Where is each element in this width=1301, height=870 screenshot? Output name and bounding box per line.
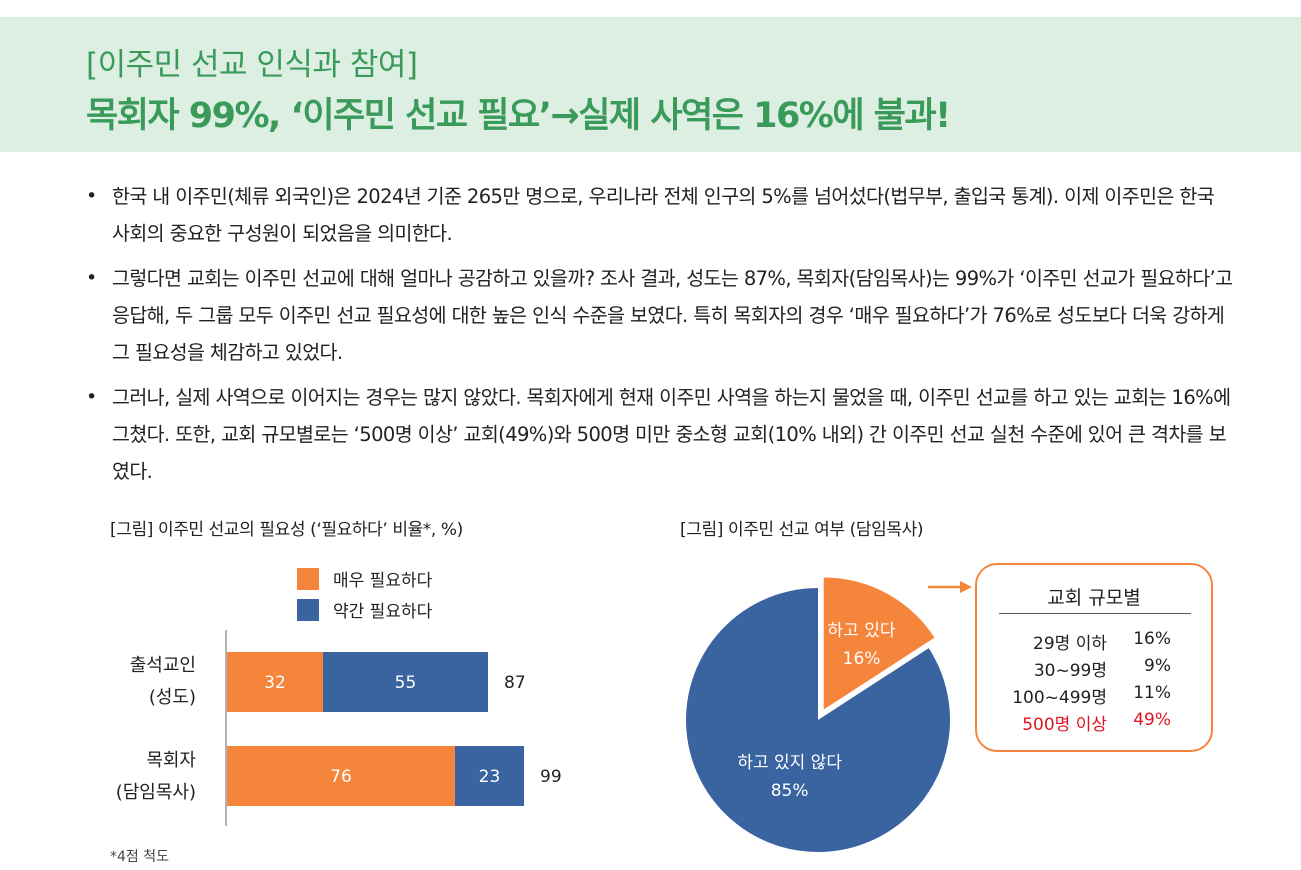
page-subtitle: [이주민 선교 인식과 참여] (86, 47, 418, 83)
chart-footnote: *4점 척도 (110, 849, 169, 865)
category-line: 목회자 (146, 750, 196, 771)
pie-chart-title: [그림] 이주민 선교 여부 (담임목사) (680, 520, 924, 540)
category-line: (담임목사) (115, 782, 196, 803)
bar-segment (323, 652, 488, 712)
legend-item-somewhat-needed: 약간 필요하다 (297, 597, 432, 622)
bar-value-label: 23 (479, 767, 501, 787)
pie-slice-label: 하고 있지 않다 (737, 753, 842, 773)
bar-value-label: 76 (330, 767, 352, 787)
bar-segment (455, 746, 524, 806)
row-value: 11% (1133, 683, 1171, 703)
pie-slice (686, 588, 950, 853)
bar-category-label-members: 출석교인 (성도) (76, 650, 196, 714)
row-size: 100~499명 (1012, 688, 1107, 708)
header-banner: [이주민 선교 인식과 참여] 목회자 99%, ‘이주민 선교 필요’→실제 … (0, 17, 1301, 152)
bullet-list: • 한국 내 이주민(체류 외국인)은 2024년 기준 265만 명으로, 우… (86, 178, 1236, 498)
bar-segment (227, 746, 455, 806)
bar-category-label-pastors: 목회자 (담임목사) (76, 745, 196, 809)
category-line: (성도) (148, 687, 196, 708)
row-value: 9% (1144, 656, 1171, 676)
legend-swatch-orange (297, 567, 319, 590)
pie-group: 하고 있다 16% 하고 있지 않다 85% (686, 577, 950, 853)
row-size: 29명 이하 (1033, 634, 1107, 654)
row-size: 30~99명 (1033, 661, 1107, 681)
bullet-marker: • (86, 386, 97, 408)
pie-slice-value: 16% (843, 649, 881, 669)
bullet-marker: • (86, 267, 97, 289)
bar-segment (227, 652, 323, 712)
church-size-table: 교회 규모별 29명 이하 16% 30~99명 9% 100~499명 11%… (975, 563, 1213, 752)
row-value: 16% (1133, 629, 1171, 649)
bar-value-label: 32 (264, 673, 286, 693)
bullet-item: • 그렇다면 교회는 이주민 선교에 대해 얼마나 공감하고 있을까? 조사 결… (86, 260, 1236, 371)
callout-arrow-head (960, 581, 972, 593)
pie-slice-label: 하고 있다 (828, 621, 896, 641)
bar-chart-title: [그림] 이주민 선교의 필요성 (‘필요하다’ 비율*, %) (110, 520, 463, 540)
bar-group: 32 55 87 76 23 99 (227, 652, 562, 806)
bar-value-label: 55 (395, 673, 417, 693)
page-title: 목회자 99%, ‘이주민 선교 필요’→실제 사역은 16%에 불과! (86, 96, 951, 136)
bar-total-label: 87 (504, 673, 526, 693)
row-value: 49% (1133, 710, 1171, 730)
bullet-text: 그러나, 실제 사역으로 이어지는 경우는 많지 않았다. 목회자에게 현재 이… (112, 386, 1231, 483)
pie-slice (823, 577, 935, 710)
bullet-item: • 한국 내 이주민(체류 외국인)은 2024년 기준 265만 명으로, 우… (86, 178, 1236, 252)
table-title: 교회 규모별 (1047, 587, 1141, 609)
row-size: 500명 이상 (1022, 715, 1107, 735)
bullet-text: 한국 내 이주민(체류 외국인)은 2024년 기준 265만 명으로, 우리나… (112, 185, 1215, 245)
bullet-item: • 그러나, 실제 사역으로 이어지는 경우는 많지 않았다. 목회자에게 현재… (86, 379, 1236, 490)
bullet-text: 그렇다면 교회는 이주민 선교에 대해 얼마나 공감하고 있을까? 조사 결과,… (112, 267, 1233, 364)
legend-label: 매우 필요하다 (333, 571, 433, 591)
category-line: 출석교인 (129, 655, 196, 676)
table-divider (999, 613, 1191, 614)
bar-total-label: 99 (540, 767, 562, 787)
bullet-marker: • (86, 185, 97, 207)
pie-slice-value: 85% (771, 781, 809, 801)
legend-swatch-blue (297, 598, 319, 621)
legend-item-very-needed: 매우 필요하다 (297, 566, 432, 591)
legend-label: 약간 필요하다 (333, 602, 433, 622)
